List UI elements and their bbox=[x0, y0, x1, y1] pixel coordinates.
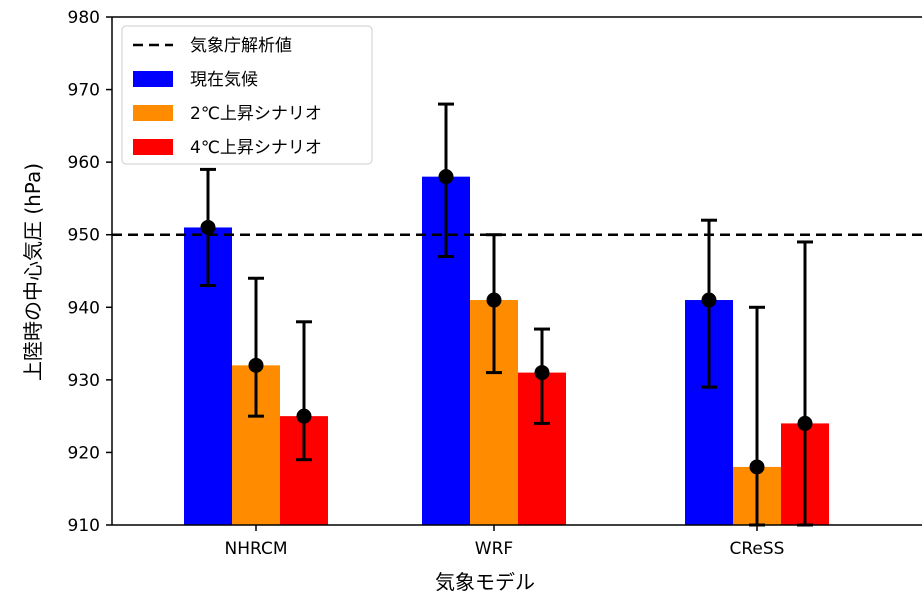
legend-swatch-0 bbox=[133, 71, 173, 87]
y-axis-label: 上陸時の中心気圧 (hPa) bbox=[21, 163, 45, 381]
data-point-cress-1 bbox=[749, 459, 765, 475]
legend-label-0: 現在気候 bbox=[190, 70, 258, 90]
x-tick-label-wrf: WRF bbox=[475, 539, 513, 559]
error-bars-group bbox=[200, 102, 813, 527]
x-tick-label-nhrcm: NHRCM bbox=[224, 539, 287, 559]
x-axis-label: 気象モデル bbox=[435, 570, 535, 594]
y-tick-label-930: 930 bbox=[68, 371, 100, 391]
data-point-wrf-1 bbox=[486, 292, 502, 308]
data-point-nhrcm-0 bbox=[200, 219, 216, 235]
legend-label-2: 4℃上昇シナリオ bbox=[190, 138, 322, 158]
legend-label-1: 2℃上昇シナリオ bbox=[190, 104, 322, 124]
data-point-wrf-2 bbox=[534, 365, 550, 381]
legend-box bbox=[121, 25, 373, 165]
data-point-cress-2 bbox=[797, 415, 813, 431]
data-point-nhrcm-1 bbox=[248, 357, 264, 373]
legend-swatch-2 bbox=[133, 139, 173, 155]
legend-label-reference: 気象庁解析値 bbox=[190, 36, 292, 56]
y-tick-label-920: 920 bbox=[68, 443, 100, 463]
y-tick-label-940: 940 bbox=[68, 298, 100, 318]
legend-swatch-1 bbox=[133, 105, 173, 121]
data-point-nhrcm-2 bbox=[296, 408, 312, 424]
axes-group bbox=[111, 16, 922, 526]
y-tick-label-910: 910 bbox=[68, 516, 100, 536]
bars-group bbox=[184, 176, 829, 525]
data-point-cress-0 bbox=[701, 292, 717, 308]
y-tick-label-950: 950 bbox=[68, 226, 100, 246]
x-tick-label-cress: CReSS bbox=[730, 539, 785, 559]
y-tick-label-970: 970 bbox=[68, 81, 100, 101]
ticks-group: 910 920 930 940 950 960 970 980 NHRCM WRF CReSS bbox=[68, 8, 785, 559]
data-point-wrf-0 bbox=[438, 169, 454, 185]
y-tick-label-960: 960 bbox=[68, 153, 100, 173]
y-tick-label-980: 980 bbox=[68, 8, 100, 28]
